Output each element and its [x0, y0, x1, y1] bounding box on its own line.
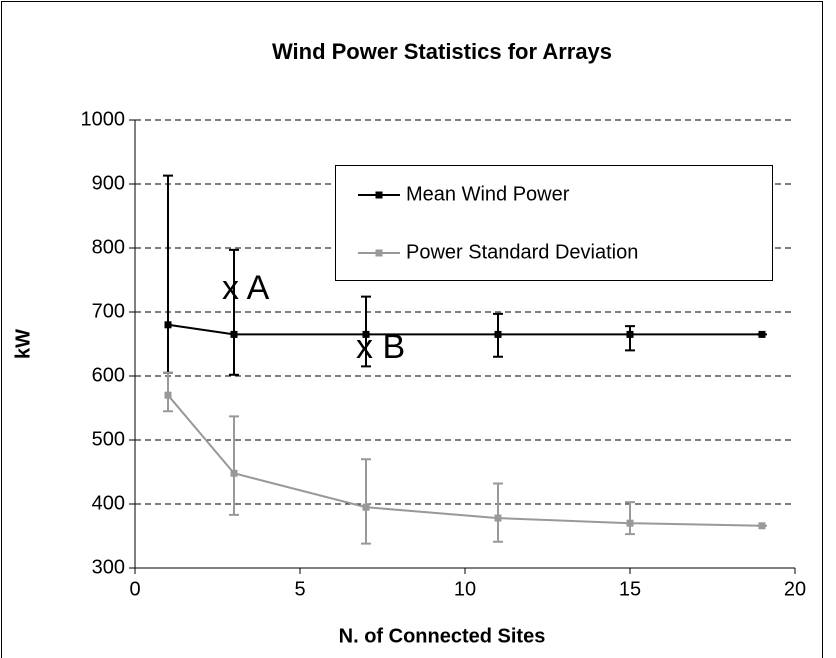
- marker: [626, 519, 634, 527]
- legend-marker: [375, 191, 383, 199]
- x-tick-label: 0: [129, 578, 140, 600]
- legend-marker: [375, 249, 383, 257]
- y-tick-label: 1000: [81, 108, 126, 130]
- y-tick-label: 300: [92, 556, 125, 578]
- y-tick-label: 900: [92, 172, 125, 194]
- series-line: [167, 323, 762, 336]
- y-tick-label: 500: [92, 428, 125, 450]
- legend-box: [335, 165, 773, 281]
- marker: [230, 330, 238, 338]
- error-bar: [229, 415, 239, 516]
- marker: [758, 330, 766, 338]
- marker: [164, 391, 172, 399]
- chart-title: Wind Power Statistics for Arrays: [272, 39, 612, 64]
- x-tick-label: 20: [784, 578, 806, 600]
- legend-label: Mean Wind Power: [406, 183, 570, 205]
- error-bar: [229, 248, 239, 376]
- y-tick-label: 700: [92, 300, 125, 322]
- error-bar: [493, 482, 503, 543]
- legend-label: Power Standard Deviation: [406, 241, 638, 263]
- x-axis-label: N. of Connected Sites: [339, 625, 546, 647]
- marker: [164, 321, 172, 329]
- y-tick-label: 600: [92, 364, 125, 386]
- marker: [362, 330, 370, 338]
- marker: [494, 330, 502, 338]
- error-bar: [625, 501, 635, 536]
- x-tick-label: 5: [294, 578, 305, 600]
- annotation: x A: [222, 269, 270, 307]
- marker: [758, 522, 766, 530]
- error-bar: [625, 325, 635, 352]
- marker: [494, 514, 502, 522]
- series-line: [167, 394, 763, 527]
- marker: [362, 503, 370, 511]
- y-tick-label: 400: [92, 492, 125, 514]
- y-tick-label: 800: [92, 236, 125, 258]
- marker: [626, 330, 634, 338]
- x-tick-label: 10: [454, 578, 476, 600]
- x-tick-label: 15: [619, 578, 641, 600]
- error-bar: [163, 174, 173, 374]
- y-axis-label: kW: [12, 329, 34, 359]
- error-bar: [361, 458, 371, 545]
- marker: [230, 469, 238, 477]
